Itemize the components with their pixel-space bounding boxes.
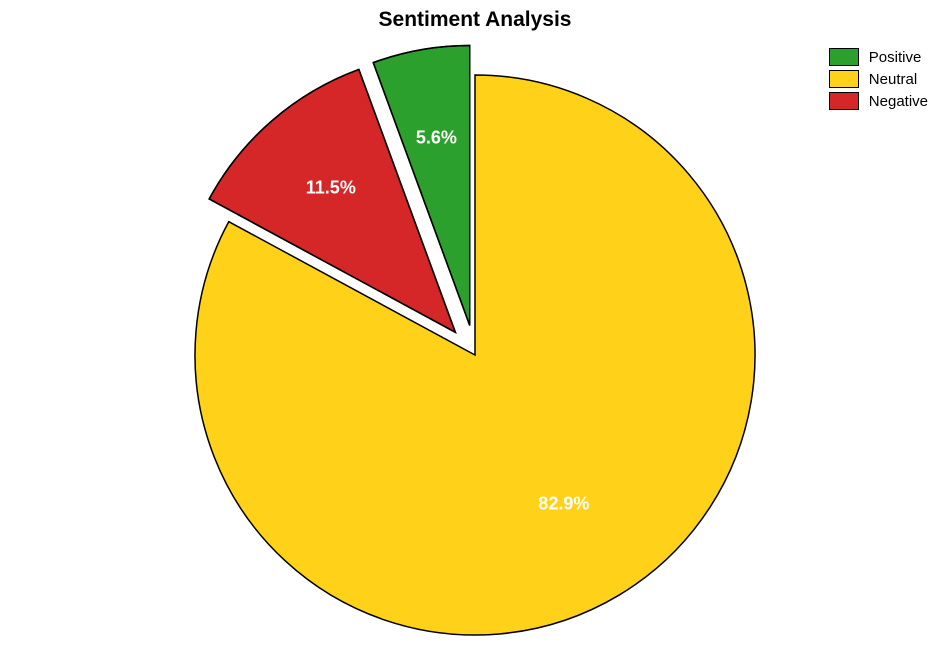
legend-label: Neutral: [869, 71, 917, 88]
chart-legend: Positive Neutral Negative: [829, 48, 928, 114]
legend-item-positive: Positive: [829, 48, 928, 66]
sentiment-pie-chart: Sentiment Analysis 82.9%11.5%5.6% Positi…: [0, 0, 950, 662]
slice-label-positive: 5.6%: [416, 128, 457, 149]
legend-label: Negative: [869, 93, 928, 110]
legend-swatch: [829, 92, 859, 110]
legend-label: Positive: [869, 49, 922, 66]
legend-item-neutral: Neutral: [829, 70, 928, 88]
slice-label-neutral: 82.9%: [538, 494, 589, 515]
legend-swatch: [829, 70, 859, 88]
pie-svg: [0, 0, 950, 662]
slice-label-negative: 11.5%: [306, 178, 356, 199]
legend-item-negative: Negative: [829, 92, 928, 110]
legend-swatch: [829, 48, 859, 66]
